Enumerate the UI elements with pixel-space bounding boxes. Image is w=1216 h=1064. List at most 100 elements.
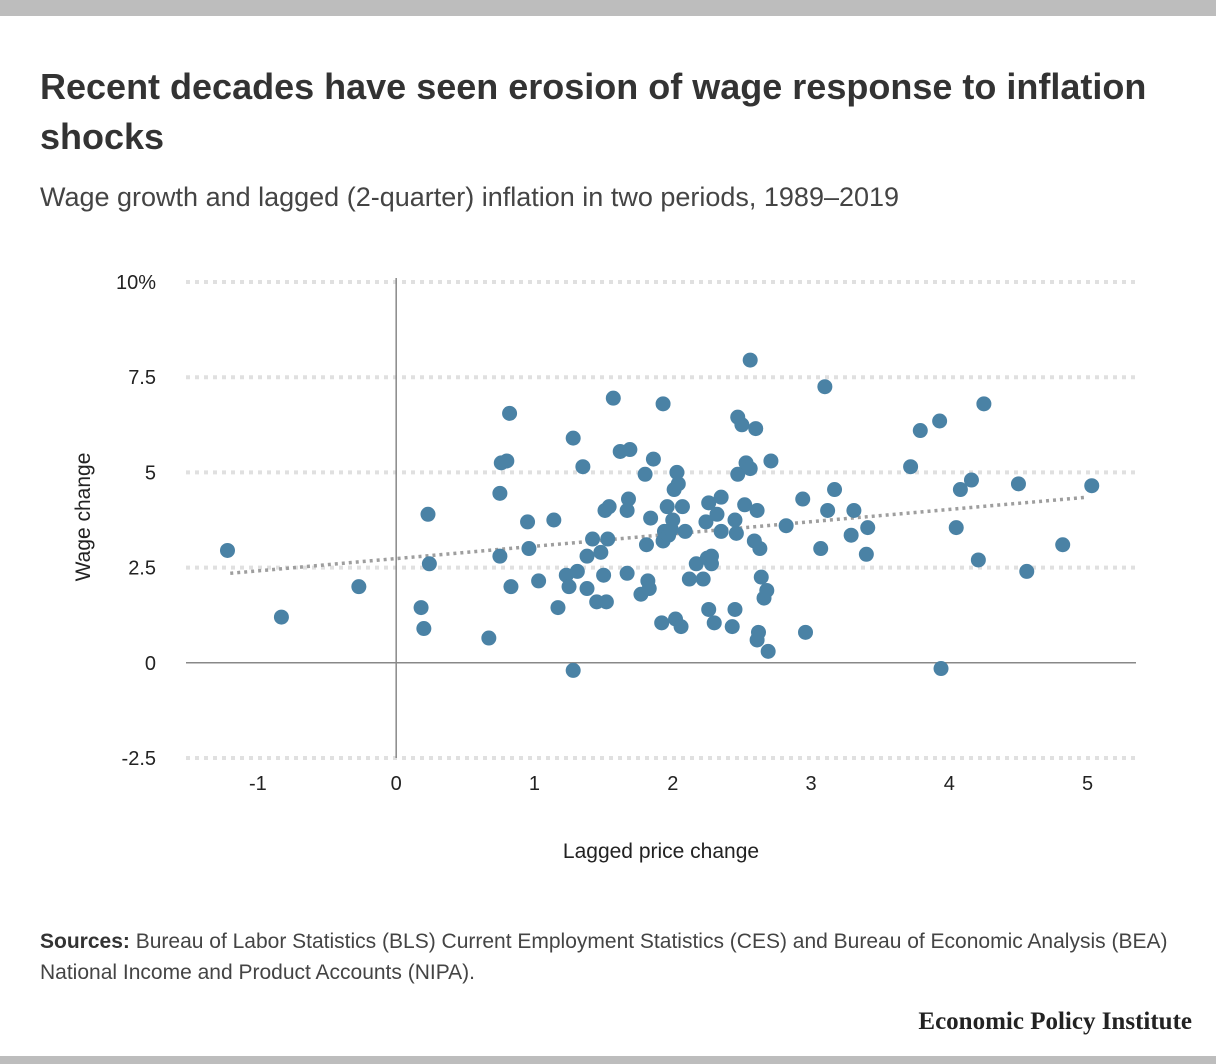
sources-label: Sources: xyxy=(40,930,130,953)
data-points xyxy=(219,352,1100,678)
data-point xyxy=(737,497,753,513)
chart-title: Recent decades have seen erosion of wage… xyxy=(40,66,1147,157)
data-point xyxy=(933,661,949,677)
top-border xyxy=(0,0,1216,16)
data-point xyxy=(932,413,948,429)
data-point xyxy=(703,548,719,564)
data-point xyxy=(827,482,843,498)
data-point xyxy=(492,548,508,564)
data-point xyxy=(813,541,829,557)
bottom-border xyxy=(0,1056,1216,1064)
data-point xyxy=(681,571,697,587)
data-point xyxy=(688,556,704,572)
data-point xyxy=(846,502,862,518)
x-tick-label: 2 xyxy=(667,773,678,795)
data-point xyxy=(531,573,547,589)
data-point xyxy=(706,615,722,631)
data-point xyxy=(748,421,764,437)
x-tick-label: 5 xyxy=(1082,773,1093,795)
data-point xyxy=(820,502,836,518)
data-point xyxy=(860,520,876,536)
data-point xyxy=(695,571,711,587)
data-point xyxy=(734,417,750,433)
data-point xyxy=(665,512,681,528)
data-point xyxy=(970,552,986,568)
data-point xyxy=(579,548,595,564)
data-point xyxy=(674,499,690,515)
data-point xyxy=(481,630,497,646)
data-point xyxy=(619,502,635,518)
data-point xyxy=(709,506,725,522)
data-point xyxy=(351,579,367,595)
sources-text: Bureau of Labor Statistics (BLS) Current… xyxy=(40,930,1168,984)
data-point xyxy=(798,624,814,640)
data-point xyxy=(677,523,693,539)
data-point xyxy=(713,489,729,505)
data-point xyxy=(701,495,717,511)
data-point xyxy=(963,472,979,488)
data-point xyxy=(817,379,833,395)
data-point xyxy=(760,643,776,659)
data-point xyxy=(763,453,779,469)
data-point xyxy=(622,442,638,458)
data-point xyxy=(638,537,654,553)
data-point xyxy=(753,569,769,585)
data-point xyxy=(654,615,670,631)
data-point xyxy=(843,527,859,543)
data-point xyxy=(421,556,437,572)
data-point xyxy=(670,476,686,492)
data-point xyxy=(596,567,612,583)
x-tick-label: 0 xyxy=(391,773,402,795)
data-point xyxy=(727,601,743,617)
data-point xyxy=(413,600,429,616)
data-point xyxy=(669,464,685,480)
data-point xyxy=(619,565,635,581)
data-point xyxy=(655,396,671,412)
data-point xyxy=(420,506,436,522)
x-tick-label: 4 xyxy=(944,773,955,795)
data-point xyxy=(727,512,743,528)
data-point xyxy=(503,579,519,595)
chart-subtitle: Wage growth and lagged (2-quarter) infla… xyxy=(40,182,900,212)
data-point xyxy=(593,544,609,560)
data-point xyxy=(598,594,614,610)
y-tick-label: 5 xyxy=(145,462,156,484)
data-point xyxy=(728,525,744,541)
data-point xyxy=(605,390,621,406)
data-point xyxy=(273,609,289,625)
x-tick-label: -1 xyxy=(249,773,267,795)
data-point xyxy=(759,582,775,598)
data-point xyxy=(713,523,729,539)
data-point xyxy=(492,485,508,501)
data-point xyxy=(569,563,585,579)
data-point xyxy=(546,512,562,528)
scatter-chart: -2.5 0 2.5 5 7.5 10% -1 0 1 2 3 4 5 xyxy=(116,272,1136,795)
data-point xyxy=(502,405,518,421)
data-point xyxy=(701,601,717,617)
data-point xyxy=(641,581,657,597)
data-point xyxy=(600,531,616,547)
y-tick-label: 0 xyxy=(145,653,156,675)
data-point xyxy=(550,600,566,616)
data-point xyxy=(1010,476,1026,492)
data-point xyxy=(575,459,591,475)
data-point xyxy=(643,510,659,526)
data-point xyxy=(948,520,964,536)
data-point xyxy=(416,621,432,637)
data-point xyxy=(1084,478,1100,494)
y-tick-label: 7.5 xyxy=(128,367,156,389)
data-point xyxy=(565,430,581,446)
publisher-logo: Economic Policy Institute xyxy=(918,1008,1192,1035)
data-point xyxy=(565,662,581,678)
data-point xyxy=(730,466,746,482)
data-point xyxy=(645,451,661,467)
sources-note: Sources: Bureau of Labor Statistics (BLS… xyxy=(40,926,1180,988)
data-point xyxy=(976,396,992,412)
gridlines xyxy=(186,280,1136,760)
y-axis-label: Wage change xyxy=(72,452,95,582)
data-point xyxy=(742,461,758,477)
data-point xyxy=(521,541,537,557)
data-point xyxy=(637,466,653,482)
data-point xyxy=(601,499,617,515)
data-point xyxy=(903,459,919,475)
